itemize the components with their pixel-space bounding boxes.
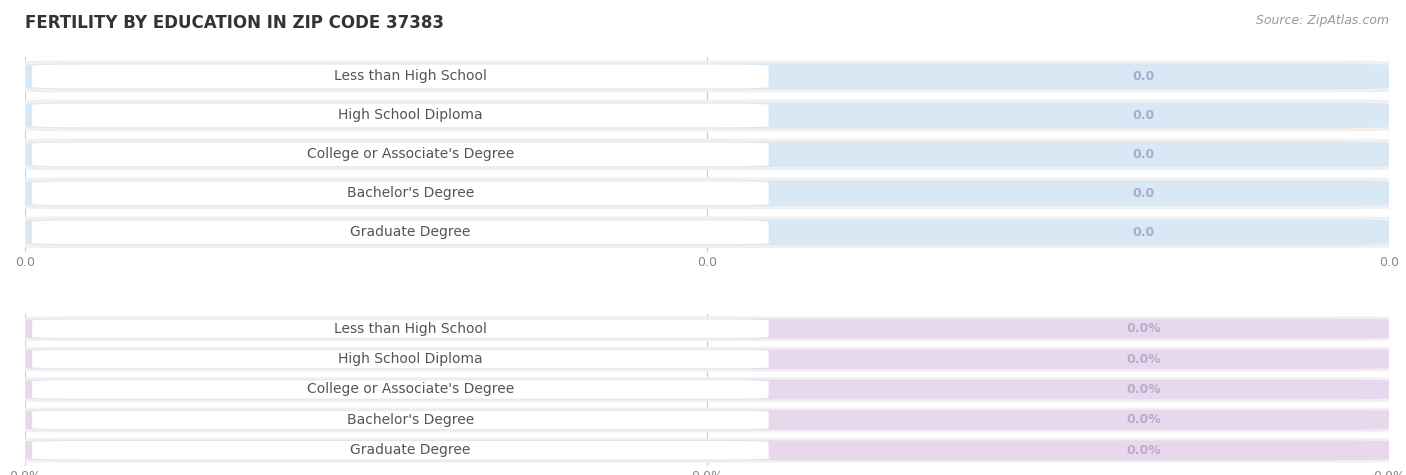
FancyBboxPatch shape: [32, 319, 769, 338]
FancyBboxPatch shape: [25, 64, 1389, 89]
FancyBboxPatch shape: [32, 181, 769, 205]
Text: Source: ZipAtlas.com: Source: ZipAtlas.com: [1256, 14, 1389, 27]
FancyBboxPatch shape: [25, 440, 1389, 460]
Text: 0.0: 0.0: [1132, 226, 1154, 239]
Text: College or Associate's Degree: College or Associate's Degree: [307, 382, 515, 397]
Text: 0.0%: 0.0%: [1126, 383, 1161, 396]
FancyBboxPatch shape: [32, 104, 769, 127]
Text: Graduate Degree: Graduate Degree: [350, 443, 471, 457]
Text: Bachelor's Degree: Bachelor's Degree: [347, 186, 474, 200]
FancyBboxPatch shape: [18, 139, 1396, 170]
FancyBboxPatch shape: [25, 142, 1389, 167]
Text: 0.0%: 0.0%: [1126, 322, 1161, 335]
FancyBboxPatch shape: [18, 61, 1396, 92]
FancyBboxPatch shape: [25, 349, 1389, 369]
Text: Graduate Degree: Graduate Degree: [350, 225, 471, 239]
FancyBboxPatch shape: [18, 178, 1396, 209]
FancyBboxPatch shape: [32, 410, 769, 429]
FancyBboxPatch shape: [32, 220, 769, 244]
FancyBboxPatch shape: [25, 219, 1389, 245]
FancyBboxPatch shape: [25, 380, 1389, 399]
FancyBboxPatch shape: [25, 319, 1389, 339]
FancyBboxPatch shape: [18, 217, 1396, 248]
FancyBboxPatch shape: [32, 441, 769, 460]
FancyBboxPatch shape: [18, 347, 1396, 371]
FancyBboxPatch shape: [18, 100, 1396, 131]
Text: 0.0%: 0.0%: [1126, 352, 1161, 366]
FancyBboxPatch shape: [18, 377, 1396, 402]
Text: 0.0%: 0.0%: [1126, 444, 1161, 457]
Text: High School Diploma: High School Diploma: [339, 352, 482, 366]
FancyBboxPatch shape: [32, 350, 769, 369]
Text: 0.0: 0.0: [1132, 109, 1154, 122]
FancyBboxPatch shape: [32, 142, 769, 166]
FancyBboxPatch shape: [18, 438, 1396, 463]
Text: High School Diploma: High School Diploma: [339, 108, 482, 123]
Text: Bachelor's Degree: Bachelor's Degree: [347, 413, 474, 427]
Text: 0.0: 0.0: [1132, 187, 1154, 200]
Text: 0.0: 0.0: [1132, 148, 1154, 161]
Text: Less than High School: Less than High School: [335, 322, 486, 336]
FancyBboxPatch shape: [32, 380, 769, 399]
Text: FERTILITY BY EDUCATION IN ZIP CODE 37383: FERTILITY BY EDUCATION IN ZIP CODE 37383: [25, 14, 444, 32]
FancyBboxPatch shape: [25, 180, 1389, 206]
FancyBboxPatch shape: [18, 316, 1396, 341]
FancyBboxPatch shape: [18, 408, 1396, 432]
Text: Less than High School: Less than High School: [335, 69, 486, 84]
FancyBboxPatch shape: [25, 103, 1389, 128]
Text: 0.0: 0.0: [1132, 70, 1154, 83]
FancyBboxPatch shape: [32, 65, 769, 88]
FancyBboxPatch shape: [25, 410, 1389, 430]
Text: 0.0%: 0.0%: [1126, 413, 1161, 427]
Text: College or Associate's Degree: College or Associate's Degree: [307, 147, 515, 162]
